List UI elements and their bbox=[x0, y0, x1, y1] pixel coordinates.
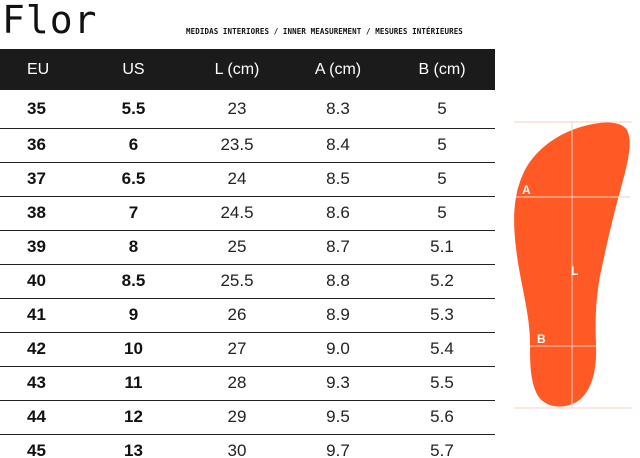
eu-size-cell: 37 bbox=[0, 162, 80, 197]
table-row: 45 13 30 9.7 5.7 bbox=[0, 434, 495, 458]
length-cell: 25 bbox=[187, 230, 287, 265]
eu-size-cell: 42 bbox=[0, 332, 80, 367]
width-b-cell: 5 bbox=[389, 196, 495, 231]
width-a-cell: 8.9 bbox=[287, 298, 389, 333]
length-cell: 24.5 bbox=[187, 196, 287, 231]
width-a-cell: 8.6 bbox=[287, 196, 389, 231]
eu-size-cell: 44 bbox=[0, 400, 80, 435]
width-b-cell: 5 bbox=[389, 128, 495, 163]
length-cell: 27 bbox=[187, 332, 287, 367]
us-size-cell: 6.5 bbox=[80, 162, 187, 197]
width-a-cell: 8.5 bbox=[287, 162, 389, 197]
eu-size-cell: 40 bbox=[0, 264, 80, 299]
eu-size-cell: 45 bbox=[27, 441, 46, 458]
eu-size-cell: 39 bbox=[0, 230, 80, 265]
eu-size-cell: 43 bbox=[0, 366, 80, 401]
table-row: 35 5.5 23 8.3 5 bbox=[0, 90, 495, 129]
label-b: B bbox=[537, 332, 546, 346]
length-cell: 29 bbox=[187, 400, 287, 435]
column-header-width-b: B (cm) bbox=[389, 49, 495, 90]
length-cell: 26 bbox=[187, 298, 287, 333]
table-row: 42 10 27 9.0 5.4 bbox=[0, 332, 495, 367]
measurement-subtitle: MEDIDAS INTERIORES / INNER MEASUREMENT /… bbox=[186, 27, 463, 36]
width-b-cell: 5 bbox=[389, 162, 495, 197]
column-header-width-a: A (cm) bbox=[287, 49, 389, 90]
eu-size-cell: 41 bbox=[0, 298, 80, 333]
length-cell: 23.5 bbox=[187, 128, 287, 163]
width-b-cell: 5.7 bbox=[430, 441, 454, 458]
length-cell: 25.5 bbox=[187, 264, 287, 299]
width-a-cell: 9.3 bbox=[287, 366, 389, 401]
width-b-cell: 5.4 bbox=[389, 332, 495, 367]
table-row: 41 9 26 8.9 5.3 bbox=[0, 298, 495, 333]
us-size-cell: 5.5 bbox=[80, 90, 187, 129]
table-row: 38 7 24.5 8.6 5 bbox=[0, 196, 495, 231]
us-size-cell: 8 bbox=[80, 230, 187, 265]
width-b-cell: 5.5 bbox=[389, 366, 495, 401]
table-row: 40 8.5 25.5 8.8 5.2 bbox=[0, 264, 495, 299]
us-size-cell: 8.5 bbox=[80, 264, 187, 299]
eu-size-cell: 36 bbox=[0, 128, 80, 163]
length-cell: 23 bbox=[187, 90, 287, 129]
length-cell: 28 bbox=[187, 366, 287, 401]
eu-size-cell: 38 bbox=[0, 196, 80, 231]
width-a-cell: 9.0 bbox=[287, 332, 389, 367]
width-a-cell: 8.3 bbox=[287, 90, 389, 129]
us-size-cell: 6 bbox=[80, 128, 187, 163]
length-cell: 24 bbox=[187, 162, 287, 197]
table-header: EU US L (cm) A (cm) B (cm) bbox=[0, 49, 495, 90]
us-size-cell: 7 bbox=[80, 196, 187, 231]
brand-logo: Flor bbox=[2, 0, 98, 42]
us-size-cell: 12 bbox=[80, 400, 187, 435]
width-b-cell: 5.2 bbox=[389, 264, 495, 299]
width-a-cell: 8.7 bbox=[287, 230, 389, 265]
width-b-cell: 5.3 bbox=[389, 298, 495, 333]
column-header-us: US bbox=[80, 49, 187, 90]
column-header-eu: EU bbox=[0, 49, 80, 90]
table-row: 36 6 23.5 8.4 5 bbox=[0, 128, 495, 163]
size-chart-table: EU US L (cm) A (cm) B (cm) 35 5.5 23 8.3 5 36… bbox=[0, 49, 495, 458]
label-l: L bbox=[571, 264, 578, 278]
label-a: A bbox=[522, 183, 531, 197]
table-row: 43 11 28 9.3 5.5 bbox=[0, 366, 495, 401]
table-row: 37 6.5 24 8.5 5 bbox=[0, 162, 495, 197]
width-a-cell: 9.7 bbox=[326, 441, 350, 458]
width-b-cell: 5.1 bbox=[389, 230, 495, 265]
width-a-cell: 8.4 bbox=[287, 128, 389, 163]
width-b-cell: 5.6 bbox=[389, 400, 495, 435]
width-b-cell: 5 bbox=[389, 90, 495, 129]
table-body: 35 5.5 23 8.3 5 36 6 23.5 8.4 5 37 6.5 24 8.5 5 38 7 24.5… bbox=[0, 90, 495, 458]
us-size-cell: 10 bbox=[80, 332, 187, 367]
table-row: 44 12 29 9.5 5.6 bbox=[0, 400, 495, 435]
us-size-cell: 13 bbox=[124, 441, 143, 458]
width-a-cell: 9.5 bbox=[287, 400, 389, 435]
eu-size-cell: 35 bbox=[0, 90, 80, 129]
table-row: 39 8 25 8.7 5.1 bbox=[0, 230, 495, 265]
length-cell: 30 bbox=[227, 441, 247, 458]
header-row: EU US L (cm) A (cm) B (cm) bbox=[0, 49, 495, 90]
insole-diagram: A L B bbox=[514, 121, 632, 409]
us-size-cell: 9 bbox=[80, 298, 187, 333]
us-size-cell: 11 bbox=[80, 366, 187, 401]
column-header-length: L (cm) bbox=[187, 49, 287, 90]
width-a-cell: 8.8 bbox=[287, 264, 389, 299]
